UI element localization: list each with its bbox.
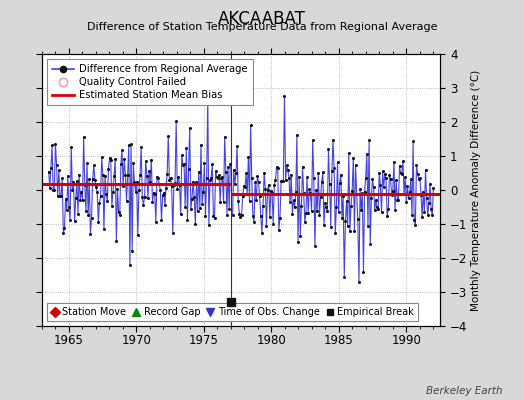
Text: Berkeley Earth: Berkeley Earth [427, 386, 503, 396]
Text: Difference of Station Temperature Data from Regional Average: Difference of Station Temperature Data f… [87, 22, 437, 32]
Legend: Station Move, Record Gap, Time of Obs. Change, Empirical Break: Station Move, Record Gap, Time of Obs. C… [47, 303, 418, 321]
Text: AKCAABAT: AKCAABAT [218, 10, 306, 28]
Y-axis label: Monthly Temperature Anomaly Difference (°C): Monthly Temperature Anomaly Difference (… [472, 69, 482, 311]
